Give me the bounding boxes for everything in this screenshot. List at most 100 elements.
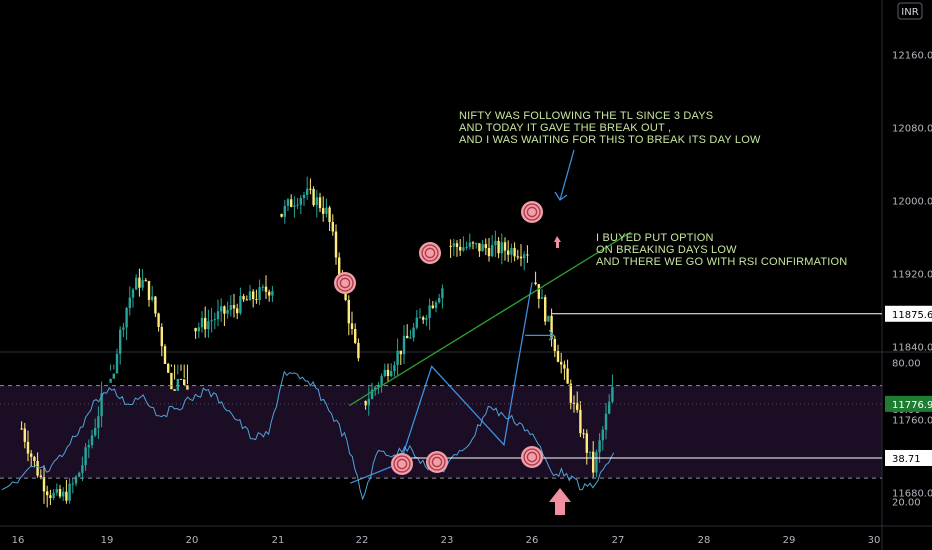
rsi-tick-label: 20.00 [892,497,921,508]
time-tick-label: 21 [272,535,285,546]
candle-body [507,250,510,255]
annotation-right-line: AND THERE WE GO WITH RSI CONFIRMATION [596,256,847,268]
candle-body [406,335,409,339]
target-circle-icon-ring-inner [424,247,436,259]
candle-body [503,242,507,251]
target-circle-icon-ring-inner [339,277,351,289]
candle-body [81,465,84,473]
candle-body [210,320,213,322]
candle-body [97,416,100,428]
time-tick-label: 30 [868,535,881,546]
candle-body [312,188,315,206]
candle-body [42,477,46,492]
candle-body [569,383,572,403]
candle-body [39,475,42,478]
target-circle-icon-ring-outer [421,244,439,262]
candle-body [588,451,592,453]
price-overlays [0,149,882,484]
candle-body [84,447,87,466]
target-circle-icon-ring-inner [526,206,538,218]
candle-body [377,385,380,388]
candle-body [176,378,179,391]
candle-body [163,346,167,364]
target-circle-icon-ring-inner [396,458,408,470]
candle-body [459,246,462,251]
candle-body [173,389,176,391]
candle-body [601,429,604,441]
candle-body [30,453,33,457]
candle-body [572,402,576,404]
candle-body [131,289,135,298]
candle-body [87,445,90,448]
price-tick-label: 12160.00 [892,50,932,61]
candle-body [20,428,23,430]
candle-body [428,305,431,319]
candle-body [354,329,357,343]
candle-body [197,327,200,332]
candle-body [553,338,556,352]
candle-body [290,199,293,207]
candle-body [65,491,68,501]
time-tick-label: 27 [612,535,625,546]
candle-body [475,243,478,245]
candle-body [325,207,328,214]
axes: 12240.0012160.0012080.0012000.0011920.00… [12,2,932,546]
candle-body [200,317,204,328]
candle-body [409,337,412,339]
candle-body [595,452,598,473]
candle-body [494,240,497,246]
candle-body [144,280,147,282]
rsi-tick-label: 80.00 [892,359,921,370]
candle-body [183,379,186,386]
candle-body [160,326,163,347]
zigzag-path [349,282,533,484]
annotations: NIFTY WAS FOLLOWING THE TL SINCE 3 DAYSA… [459,110,847,268]
price-tick-label: 11920.00 [892,269,932,280]
candle-body [331,221,334,232]
candle-body [455,243,459,247]
candle-body [36,461,39,476]
candle-body [540,297,544,299]
candle-body [500,242,503,254]
currency-badge[interactable]: INR [901,7,918,18]
candle-body [226,310,229,314]
candle-body [526,254,529,256]
candle-body [258,287,261,300]
candle-body [422,317,425,320]
candle-body [441,288,444,299]
currency-badge-bg[interactable] [897,2,923,20]
price-tick-label: 11680.00 [892,488,932,499]
candle-body [216,311,220,320]
rsi-value-badge: 38.71 [892,454,921,465]
candle-body [497,240,500,254]
price-tick-label: 12080.00 [892,123,932,134]
candle-body [347,300,350,324]
candle-body [402,335,406,355]
candle-body [608,401,611,414]
candle-body [220,306,223,312]
candle-body [318,197,322,209]
candle-body [579,409,582,434]
target-circle-icon-ring-outer [428,453,446,471]
time-tick-label: 20 [186,535,199,546]
candle-body [465,246,468,248]
candle-body [280,213,283,217]
candle-body [115,353,119,374]
candle-body [33,456,36,462]
candle-body [78,472,81,477]
last-price-badge: 11776.90 [892,400,932,411]
candle-body [350,323,354,330]
candle-body [412,327,415,338]
candle-body [598,440,601,453]
arrow-right-head [548,329,555,341]
candle-body [338,257,341,277]
candle-body [513,248,516,257]
candle-body [128,297,131,308]
candle-body [452,243,455,247]
rsi-value-badge-bg [885,449,932,466]
candle-body [296,204,299,206]
candle-body [383,369,386,377]
candle-body [390,371,393,376]
target-circle-icon-ring-inner [431,456,443,468]
price-tick-label: 12000.00 [892,196,932,207]
